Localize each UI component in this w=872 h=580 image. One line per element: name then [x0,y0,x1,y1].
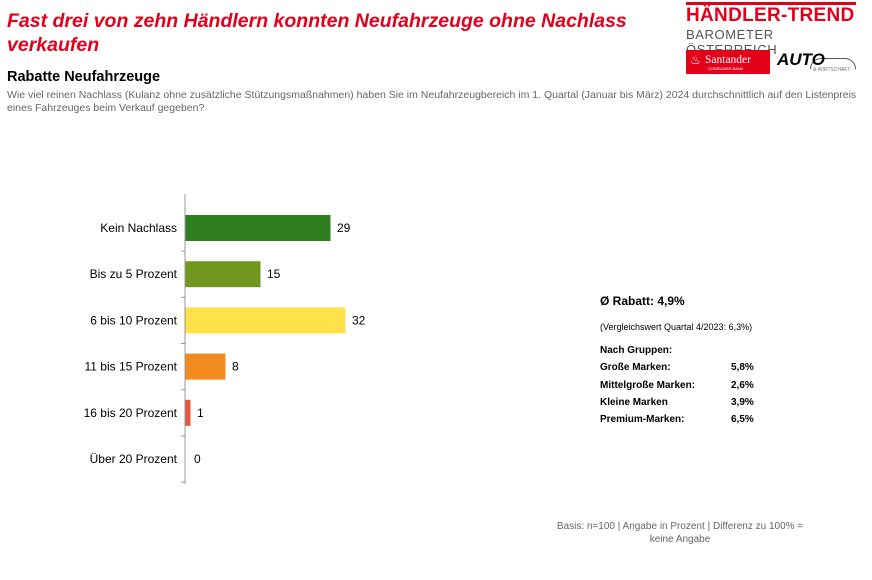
category-label: 11 bis 15 Prozent [84,360,177,374]
bar [185,399,191,426]
group-label: Kleine Marken [600,397,668,408]
haendler-trend-logo: HÄNDLER-TREND BAROMETER ÖSTERREICH ♨ San… [682,0,862,80]
group-row-premium-marken: Premium-Marken: 6,5% [600,414,770,428]
santander-sub: CONSUMER BANK [708,66,744,71]
group-value: 2,6% [731,380,754,391]
discount-bar-chart: Kein Nachlass 29 Bis zu 5 Prozent 15 6 bis 1… [84,194,366,484]
group-row-grosse-marken: Große Marken: 5,8% [600,362,770,376]
santander-flame-icon: ♨ [690,53,701,67]
groups-title: Nach Gruppen: [600,345,673,356]
survey-question: Wie viel reinen Nachlass (Kulanz ohne zu… [7,89,857,114]
chart-subtitle: Rabatte Neufahrzeuge [7,69,161,85]
group-row-kleine-marken: Kleine Marken 3,9% [600,397,770,411]
group-value: 3,9% [731,397,754,408]
auto-wirtschaft-logo: AUTO [777,50,825,69]
group-label: Mittelgroße Marken: [600,380,696,391]
category-label: 16 bis 20 Prozent [84,406,178,420]
santander-name: Santander [705,54,751,66]
group-value: 6,5% [731,414,754,425]
footnote-line-2: keine Angabe [649,534,711,545]
santander-logo: ♨ Santander CONSUMER BANK [686,50,770,74]
group-label: Große Marken: [600,362,671,373]
bar [185,215,331,241]
footnote-line-1: Basis: n=100 | Angabe in Prozent | Diffe… [556,521,804,532]
logo-title: HÄNDLER-TREND [686,5,855,26]
auto-wirtschaft-sub: & WIRTSCHAFT [813,67,851,73]
average-discount: Ø Rabatt: 4,9% [600,294,685,308]
category-label: Bis zu 5 Prozent [90,267,178,281]
headline: Fast drei von zehn Händlern konnten Neuf… [7,10,627,56]
category-label: Kein Nachlass [100,221,177,235]
group-label: Premium-Marken: [600,414,685,425]
bar [185,261,261,288]
data-label: 32 [352,313,366,327]
bar [185,307,346,334]
category-label: 6 bis 10 Prozent [90,313,177,327]
group-value: 5,8% [731,362,754,373]
bar [185,353,226,380]
category-label: Über 20 Prozent [90,452,178,466]
logo-top-bar [686,2,856,5]
group-row-mittelgrosse-marken: Mittelgroße Marken: 2,6% [600,380,770,394]
data-label: 15 [267,267,281,281]
data-label: 29 [337,221,351,235]
data-label: 8 [232,360,239,374]
footnote: Basis: n=100 | Angabe in Prozent | Diffe… [520,520,840,546]
comparison-value: (Vergleichswert Quartal 4/2023: 6,3%) [600,322,753,332]
data-label: 1 [197,406,204,420]
data-label: 0 [194,452,201,466]
